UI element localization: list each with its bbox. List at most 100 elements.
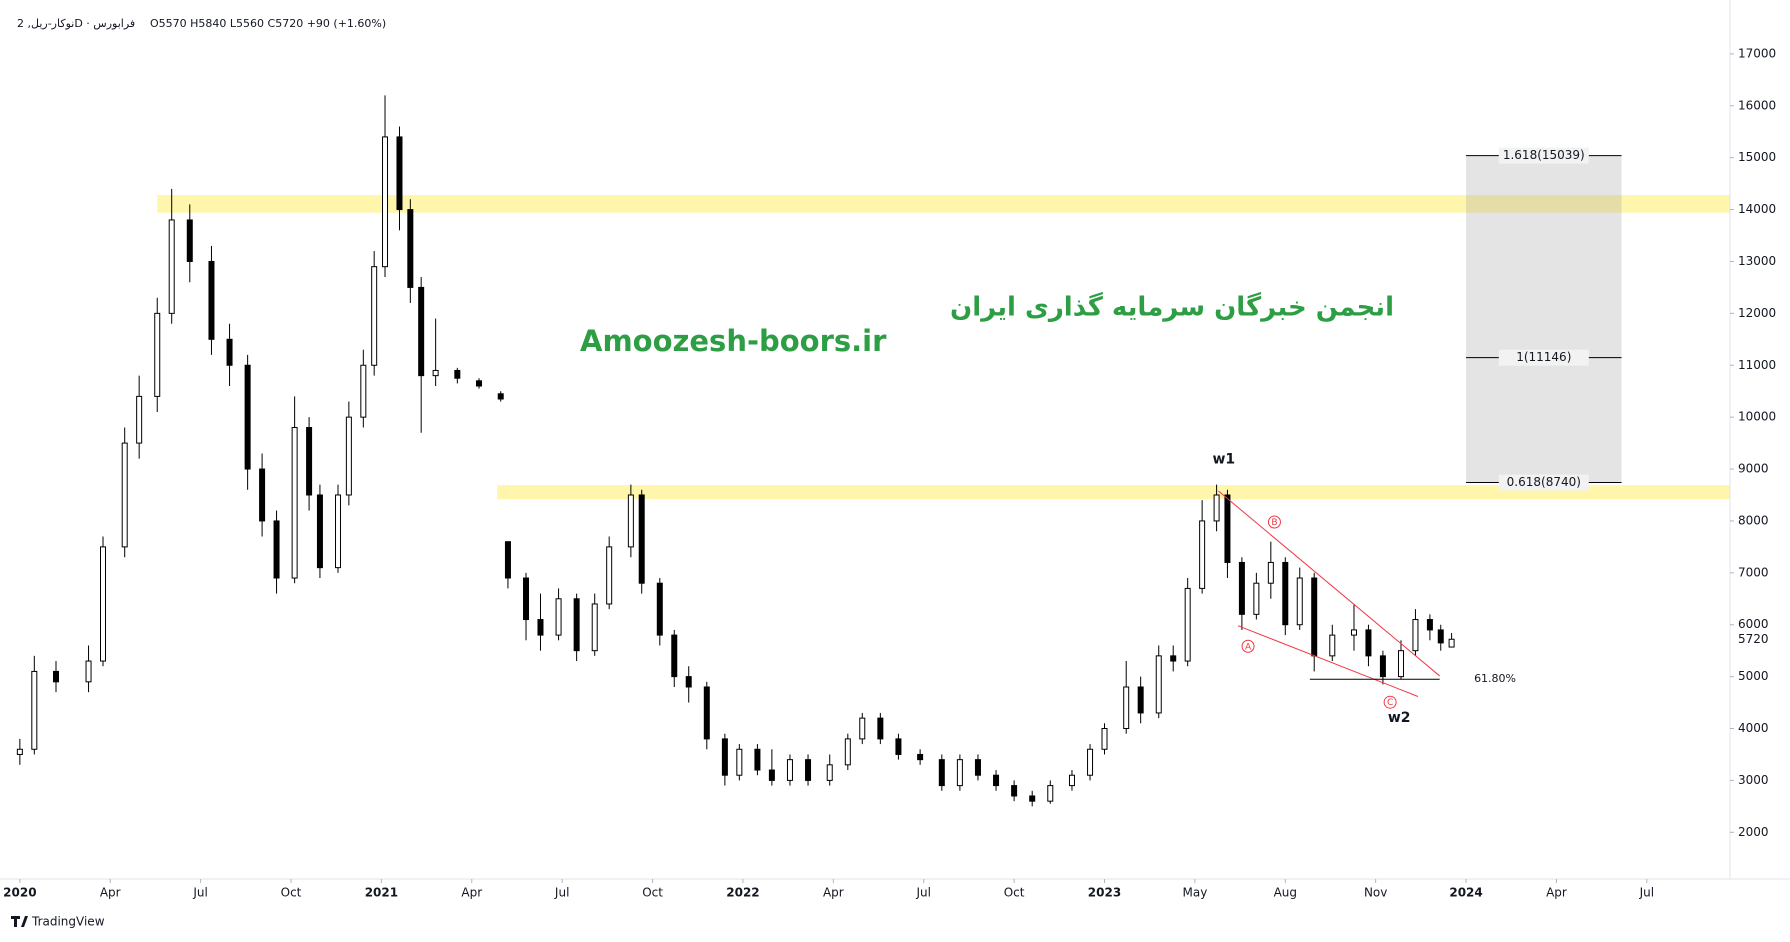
candle-body (1426, 619, 1433, 631)
candle-body (974, 759, 981, 776)
candle-body (591, 603, 598, 652)
candle-body (1238, 561, 1245, 615)
wave-marker (1383, 695, 1397, 709)
symbol: نوکار-ریل, 2D · فرابورس (17, 17, 135, 30)
last-price-label: 5720 (1738, 632, 1769, 646)
candle-body (736, 748, 743, 776)
candle-body (1068, 774, 1075, 787)
candle-body (1213, 494, 1220, 522)
logo-mark (11, 916, 28, 927)
x-tick-label: 2021 (365, 886, 398, 900)
candle-body (1101, 728, 1108, 750)
candle-body (497, 393, 504, 400)
candle-body (1253, 582, 1260, 615)
fib-extension-box (1466, 155, 1622, 483)
candle-body (721, 738, 728, 776)
candle-body (877, 717, 884, 740)
watermark-url: Amoozesh-boors.ir (580, 324, 887, 358)
candle-body (1184, 587, 1191, 662)
candle-body (523, 577, 530, 621)
candle-body (685, 676, 692, 688)
candle-body (1267, 561, 1274, 584)
candle-body (273, 520, 280, 579)
candle-body (993, 774, 1000, 787)
y-tick-label: 11000 (1738, 358, 1776, 372)
candle-body (1087, 748, 1094, 776)
candle-body (786, 759, 793, 781)
y-tick-label: 13000 (1738, 254, 1776, 268)
x-tick-label: Jul (1639, 886, 1654, 900)
candle-body (136, 395, 143, 444)
wave-label: C (1387, 698, 1393, 708)
candle-body (1029, 795, 1036, 802)
y-tick-label: 4000 (1738, 721, 1769, 735)
candle-body (454, 369, 461, 379)
fib-label-bg (1498, 474, 1589, 491)
watermark-title: انجمن خبرگان سرمایه گذاری ایران (950, 292, 1394, 323)
candle-body (432, 369, 439, 377)
candle-body (956, 759, 963, 787)
candle-body (859, 717, 866, 740)
candle-body (703, 686, 710, 740)
candle-body (1199, 520, 1206, 589)
fib-label-bg (1498, 147, 1589, 164)
candle-body (121, 442, 128, 548)
candle-body (1437, 629, 1444, 644)
fib-label: 1(11146) (1516, 350, 1571, 364)
candle-body (186, 219, 193, 262)
candle-body (85, 660, 92, 683)
candle-body (418, 286, 425, 377)
candle-body (407, 209, 414, 288)
candle-body (1412, 619, 1419, 652)
candle-body (1224, 494, 1231, 563)
x-tick-label: 2020 (3, 886, 36, 900)
trendline (1237, 625, 1419, 697)
candle-body (335, 494, 342, 569)
fib-label: 0.618(8740) (1507, 475, 1581, 489)
candle-body (555, 598, 562, 636)
x-tick-label: Oct (281, 886, 302, 900)
candle-body (1311, 577, 1318, 657)
axes (0, 0, 1790, 880)
x-tick-label: Apr (100, 886, 121, 900)
candle-body (1047, 785, 1054, 802)
x-tick-label: Jul (192, 886, 207, 900)
x-tick-label: Oct (1004, 886, 1025, 900)
candle-body (1350, 629, 1357, 636)
x-tick-label: Nov (1364, 886, 1387, 900)
candle-body (16, 748, 23, 755)
candle-body (168, 219, 175, 314)
x-tick-label: May (1182, 886, 1207, 900)
candle-body (895, 738, 902, 755)
candle-body (844, 738, 851, 766)
candle-body (1365, 629, 1372, 657)
y-tick-label: 12000 (1738, 306, 1776, 320)
brand: TradingView (31, 915, 105, 929)
candle-body (208, 260, 215, 340)
wave-label: w2 (1388, 710, 1411, 726)
candle-body (476, 380, 483, 387)
y-tick-label: 17000 (1738, 46, 1776, 60)
candle-body (306, 427, 313, 496)
candle-body (754, 748, 761, 771)
candle-body (1123, 686, 1130, 730)
candle-body (638, 494, 645, 584)
candle-body (1170, 655, 1177, 662)
y-tick-label: 2000 (1738, 825, 1769, 839)
x-tick-label: 2022 (726, 886, 759, 900)
x-tick-label: Oct (642, 886, 663, 900)
candle-body (805, 759, 812, 781)
y-tick-label: 7000 (1738, 565, 1769, 579)
x-tick-label: Apr (461, 886, 482, 900)
wave-label: A (1245, 642, 1252, 652)
y-tick-label: 8000 (1738, 513, 1769, 527)
wave-label: B (1271, 518, 1277, 528)
candle-body (1296, 577, 1303, 626)
tv-logo: TradingView (11, 915, 105, 929)
x-tick-label: Apr (1546, 886, 1567, 900)
candle-body (1397, 650, 1404, 678)
candle-body (826, 764, 833, 781)
support-resistance-zone (157, 195, 1730, 213)
fib-label-bg (1498, 349, 1589, 366)
x-tick-label: 2023 (1088, 886, 1121, 900)
